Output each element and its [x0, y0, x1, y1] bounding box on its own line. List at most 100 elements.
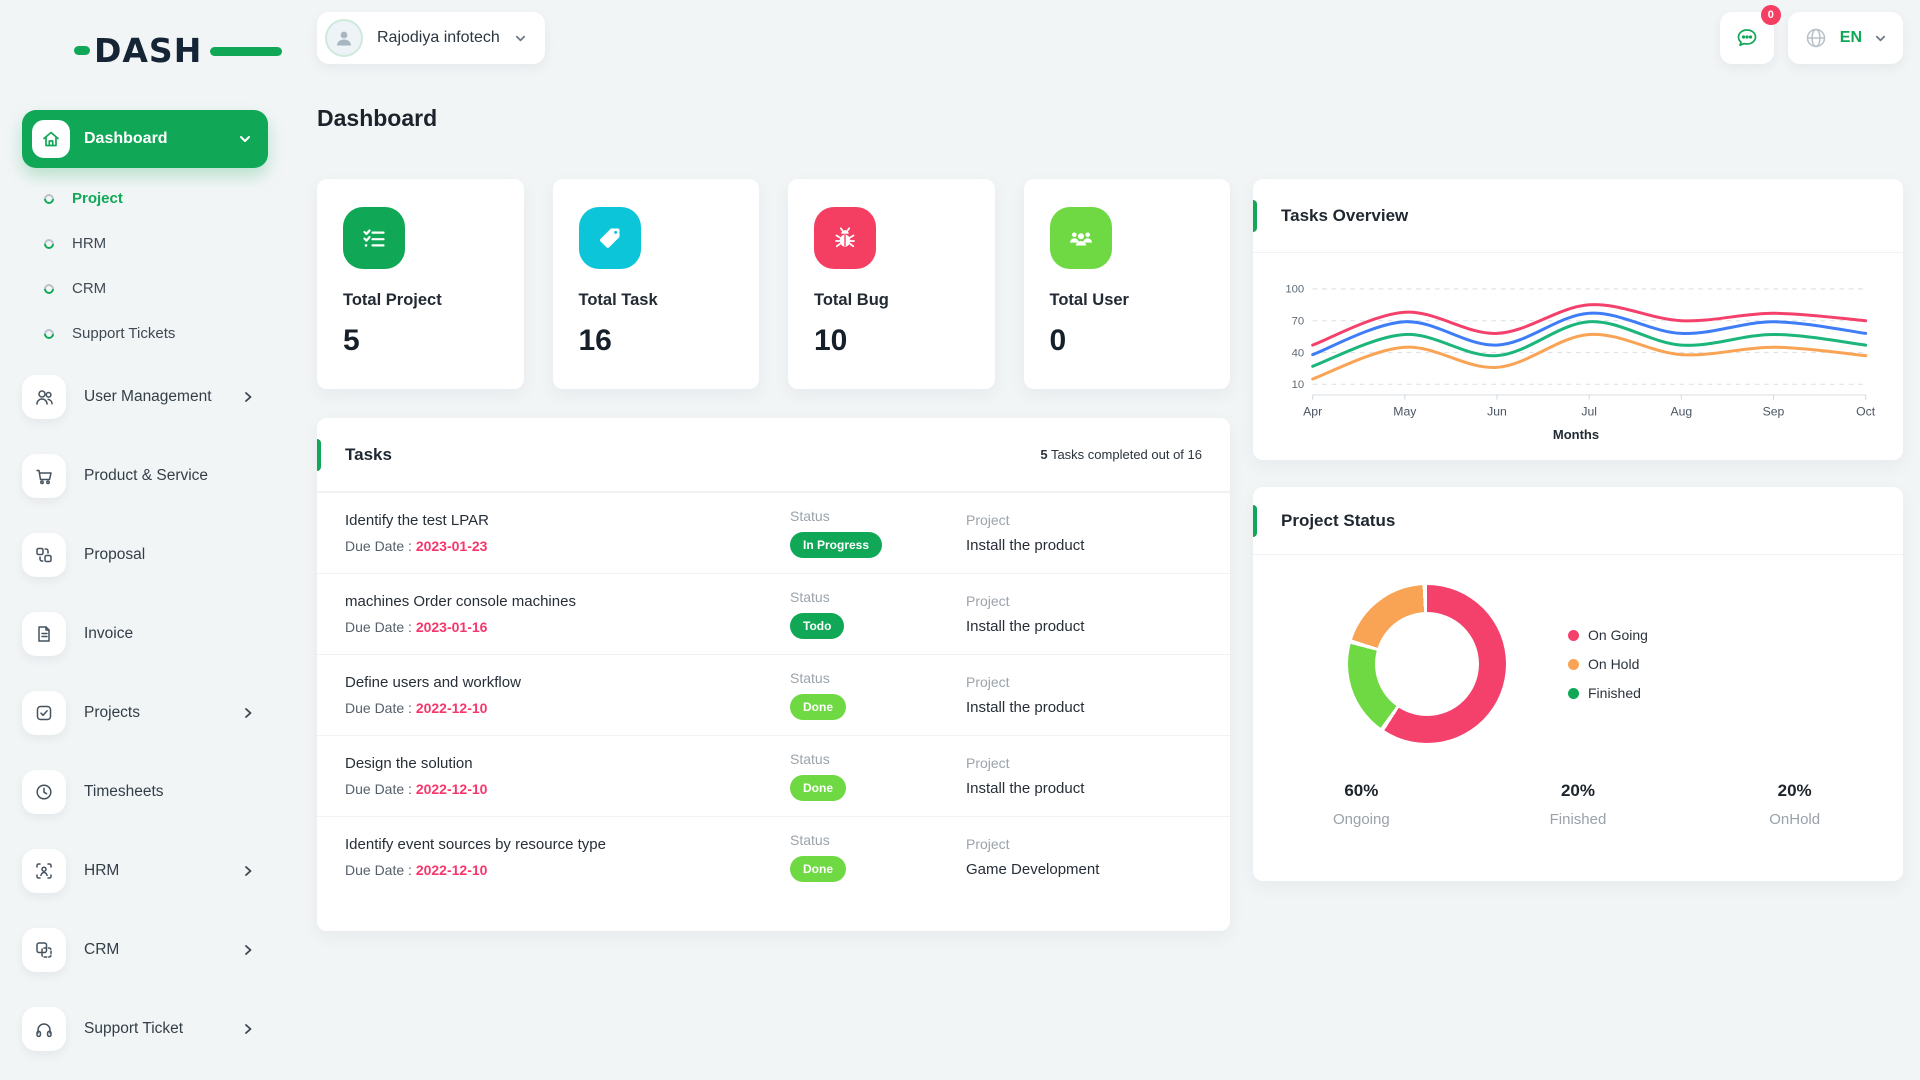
chevron-right-icon	[242, 1023, 254, 1035]
home-icon	[32, 120, 70, 158]
sidebar-item-crm[interactable]: CRM	[22, 919, 268, 981]
sidebar-item-label: Support Ticket	[84, 1020, 184, 1037]
legend-label: Finished	[1588, 685, 1641, 701]
sidebar-item-label: Dashboard	[84, 130, 168, 147]
tasks-summary-count: 5	[1040, 447, 1048, 462]
project-status-summary: 60% Ongoing 20% Finished 20% OnHold	[1253, 781, 1903, 828]
sidebar-item-label: HRM	[84, 862, 120, 879]
due-date: 2022-12-10	[415, 700, 488, 716]
summary-value: 20%	[1777, 781, 1812, 800]
sidebar: DASH Dashboard Project HRM CRM Support T	[0, 0, 290, 1080]
sidebar-item-user-management[interactable]: User Management	[22, 366, 268, 428]
chart-x-axis-title: Months	[1552, 427, 1600, 442]
stat-label: Total Bug	[814, 291, 889, 309]
sidebar-item-proposal[interactable]: Proposal	[22, 524, 268, 586]
project-name: Game Development	[966, 861, 1100, 878]
tasks-overview-header: Tasks Overview	[1253, 179, 1903, 253]
sidebar-item-projects[interactable]: Projects	[22, 682, 268, 744]
stat-label: Total User	[1049, 291, 1129, 309]
sidebar-item-dashboard[interactable]: Dashboard	[22, 110, 268, 168]
task-due: Due Date : 2022-12-10	[345, 781, 790, 797]
subitem-label: Support Tickets	[72, 325, 176, 342]
project-label: Project	[966, 755, 1010, 771]
bullet-icon	[41, 326, 57, 341]
sidebar-item-label: Projects	[84, 704, 140, 721]
workspace-selector[interactable]: Rajodiya infotech	[317, 12, 545, 64]
sidebar-item-timesheets[interactable]: Timesheets	[22, 761, 268, 823]
legend-dot-icon	[1568, 629, 1579, 641]
summary-item: 20% Finished	[1470, 781, 1687, 828]
sidebar-item-hrm[interactable]: HRM	[22, 840, 268, 902]
stat-value: 16	[578, 324, 612, 357]
check-square-icon	[22, 691, 66, 735]
task-row[interactable]: Define users and workflow Due Date : 202…	[317, 654, 1230, 735]
task-due: Due Date : 2022-12-10	[345, 700, 790, 716]
svg-text:Aug: Aug	[1670, 405, 1692, 419]
project-name: Install the product	[966, 537, 1085, 554]
sidebar-subitem-project[interactable]: Project	[22, 176, 268, 221]
task-due: Due Date : 2023-01-23	[345, 538, 790, 554]
sidebar-item-support-ticket[interactable]: Support Ticket	[22, 998, 268, 1060]
sidebar-subitem-hrm[interactable]: HRM	[22, 221, 268, 266]
chevron-right-icon	[242, 707, 254, 719]
language-selector[interactable]: EN	[1787, 12, 1903, 64]
task-main-cell: Design the solution Due Date : 2022-12-1…	[345, 755, 790, 797]
chevron-down-icon	[238, 132, 252, 146]
project-status-chart: On Going On Hold Finished	[1253, 555, 1903, 743]
svg-text:Sep: Sep	[1763, 405, 1785, 419]
language-code: EN	[1839, 29, 1862, 46]
donut-legend: On Going On Hold Finished	[1568, 627, 1648, 701]
app-logo[interactable]: DASH	[74, 28, 282, 72]
logo-bar-icon	[210, 47, 282, 56]
stats-row: Total Project 5 Total Task 16	[317, 179, 1230, 389]
sidebar-item-label: CRM	[84, 941, 120, 958]
svg-text:40: 40	[1292, 347, 1305, 359]
project-status-header: Project Status	[1253, 487, 1903, 555]
stat-card-total-project: Total Project 5	[317, 179, 524, 389]
sidebar-item-label: User Management	[84, 388, 212, 405]
legend-dot-icon	[1568, 687, 1579, 699]
task-name: Design the solution	[345, 755, 473, 772]
task-due: Due Date : 2023-01-16	[345, 619, 790, 635]
task-name: Define users and workflow	[345, 674, 521, 691]
project-status-card: Project Status On Going On Hold	[1253, 487, 1903, 881]
status-label: Status	[790, 751, 830, 767]
sidebar-subitem-support-tickets[interactable]: Support Tickets	[22, 311, 268, 356]
proposal-icon	[22, 533, 66, 577]
project-status-title: Project Status	[1281, 510, 1396, 530]
chevron-down-icon	[1874, 32, 1887, 45]
task-row[interactable]: Identify the test LPAR Due Date : 2023-0…	[317, 492, 1230, 573]
subitem-label: HRM	[72, 235, 107, 252]
clock-icon	[22, 770, 66, 814]
svg-text:10: 10	[1292, 379, 1305, 391]
sidebar-item-product-service[interactable]: Product & Service	[22, 445, 268, 507]
donut-hole	[1375, 612, 1479, 716]
svg-text:100: 100	[1285, 284, 1304, 296]
svg-text:Oct: Oct	[1856, 405, 1876, 419]
tasks-summary-text: Tasks completed out of 16	[1047, 447, 1202, 462]
chevron-right-icon	[242, 865, 254, 877]
summary-label: Finished	[1549, 811, 1607, 828]
task-row[interactable]: Identify event sources by resource type …	[317, 816, 1230, 897]
sidebar-item-invoice[interactable]: Invoice	[22, 603, 268, 665]
subitem-label: CRM	[72, 280, 107, 297]
summary-item: 20% OnHold	[1686, 781, 1903, 828]
svg-text:Jul: Jul	[1581, 405, 1597, 419]
task-main-cell: Identify event sources by resource type …	[345, 836, 790, 878]
page-title: Dashboard	[317, 105, 438, 131]
task-main-cell: Define users and workflow Due Date : 202…	[345, 674, 790, 716]
donut-chart	[1348, 585, 1506, 743]
status-label: Status	[790, 670, 830, 686]
tasks-title: Tasks	[345, 444, 392, 464]
bug-icon	[814, 207, 876, 269]
stat-label: Total Project	[343, 291, 442, 309]
task-row[interactable]: Design the solution Due Date : 2022-12-1…	[317, 735, 1230, 816]
task-row[interactable]: machines Order console machines Due Date…	[317, 573, 1230, 654]
summary-item: 60% Ongoing	[1253, 781, 1470, 828]
task-main-cell: Identify the test LPAR Due Date : 2023-0…	[345, 512, 790, 554]
left-column: Total Project 5 Total Task 16	[317, 179, 1230, 931]
sidebar-subitem-crm[interactable]: CRM	[22, 266, 268, 311]
chat-icon	[1737, 29, 1757, 47]
due-date: 2022-12-10	[415, 781, 488, 797]
messages-button[interactable]: 0	[1719, 5, 1781, 64]
